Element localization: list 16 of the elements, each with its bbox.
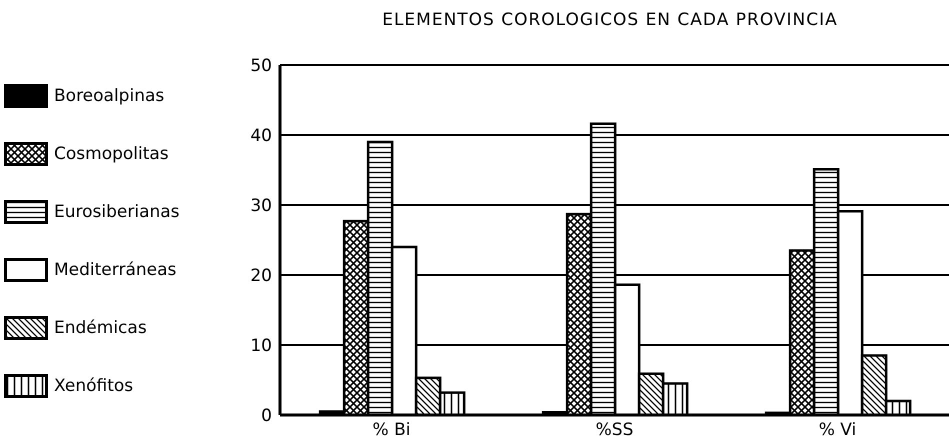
y-tick-label: 0 [261,406,272,426]
legend-label: Mediterráneas [54,260,176,280]
legend-label: Boreoalpinas [54,86,164,106]
y-tick-label: 30 [250,196,272,216]
x-tick-label: % Vi [818,420,856,440]
chart-title: ELEMENTOS COROLOGICOS EN CADA PROVINCIA [381,10,839,30]
x-tick-label: %SS [596,420,634,440]
y-tick-label: 40 [250,126,272,146]
x-tick-label: % Bi [372,420,410,440]
legend-label: Eurosiberianas [54,202,180,222]
legend-label: Endémicas [54,318,147,338]
legend-label: Xenófitos [54,376,134,396]
y-tick-label: 10 [250,336,272,356]
y-tick-label: 20 [250,266,272,286]
legend-label: Cosmopolitas [54,144,169,164]
y-tick-label: 50 [250,56,272,76]
